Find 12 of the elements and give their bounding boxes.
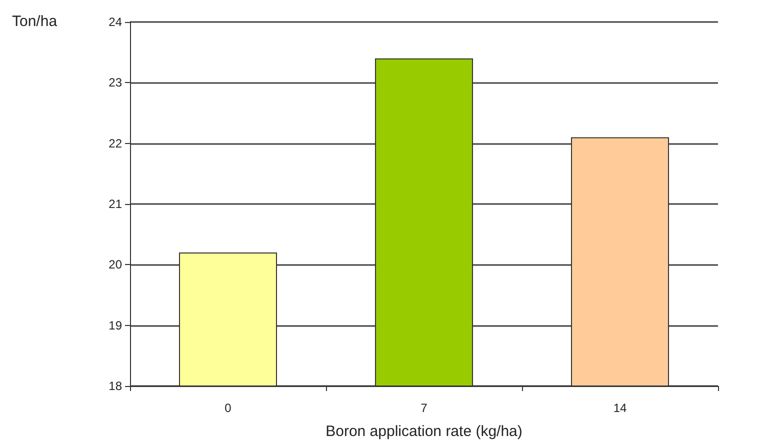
- y-tick-label: 21: [108, 197, 122, 211]
- y-axis-title: Ton/ha: [12, 13, 58, 30]
- x-tick-label: 7: [420, 401, 428, 415]
- y-tick-label: 18: [108, 379, 122, 393]
- y-tick-label: 24: [108, 15, 122, 29]
- y-tick-label: 20: [108, 258, 122, 272]
- y-tick-label: 19: [108, 318, 122, 332]
- y-tick-label: 22: [108, 136, 122, 150]
- x-tick-label: 0: [224, 401, 232, 415]
- y-tick-label: 23: [108, 76, 122, 90]
- x-tick-label: 14: [613, 401, 627, 415]
- x-axis-title: Boron application rate (kg/ha): [326, 423, 522, 440]
